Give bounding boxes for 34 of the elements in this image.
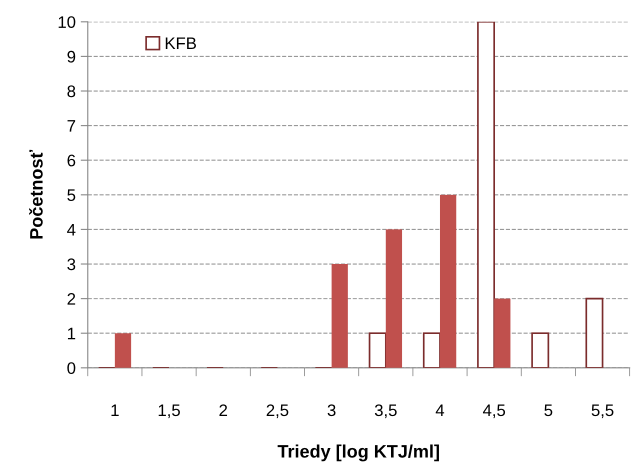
y-tick-label: 6 bbox=[68, 154, 76, 166]
x-tick-label: 2 bbox=[219, 404, 228, 416]
x-tick-label: 4 bbox=[436, 404, 444, 416]
y-axis-title: Početnosť bbox=[29, 150, 43, 239]
y-tick-label: 3 bbox=[67, 258, 76, 270]
bar bbox=[422, 332, 441, 368]
legend-label: KFB bbox=[166, 38, 196, 49]
y-tick-label: 0 bbox=[67, 362, 76, 374]
y-tick-label: 4 bbox=[67, 224, 76, 236]
x-tick-label: 1,5 bbox=[158, 404, 180, 418]
y-tick-label: 8 bbox=[67, 85, 76, 98]
bar bbox=[531, 332, 550, 368]
x-tick-label: 5 bbox=[544, 404, 552, 416]
y-tick-label: 7 bbox=[68, 120, 76, 132]
bar bbox=[332, 264, 348, 368]
y-tick-label: 5 bbox=[67, 189, 76, 202]
x-tick-label: 3,5 bbox=[374, 404, 397, 418]
y-tick-label: 9 bbox=[67, 50, 76, 63]
x-tick-label: 3 bbox=[328, 404, 336, 416]
x-tick-label: 1 bbox=[112, 404, 119, 416]
y-tick-label: 10 bbox=[58, 16, 76, 28]
y-tick-label: 2 bbox=[68, 293, 76, 305]
bar bbox=[477, 22, 496, 368]
bar bbox=[368, 332, 387, 368]
x-tick-label: 5,5 bbox=[592, 404, 614, 418]
bar bbox=[440, 194, 456, 368]
x-tick-label: 2,5 bbox=[266, 404, 288, 418]
x-tick-label: 4,5 bbox=[482, 404, 506, 418]
bar bbox=[114, 333, 132, 368]
y-tick-label: 1 bbox=[68, 328, 76, 340]
x-axis-title: Triedy [log KTJ/ml] bbox=[278, 444, 439, 462]
bar bbox=[494, 298, 510, 368]
bar bbox=[585, 298, 604, 368]
bar bbox=[386, 229, 402, 368]
